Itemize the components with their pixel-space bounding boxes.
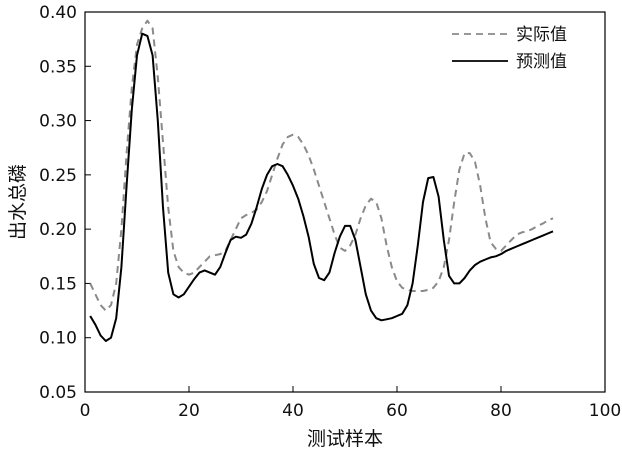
y-tick-label: 0.40 (39, 3, 77, 23)
y-tick-label: 0.25 (39, 166, 77, 186)
x-tick-label: 40 (282, 401, 304, 421)
legend-label-actual: 实际值 (516, 25, 567, 45)
x-tick-label: 0 (80, 401, 91, 421)
series-group (89, 19, 554, 342)
x-tick-label: 60 (386, 401, 408, 421)
x-axis-label: 测试样本 (307, 428, 383, 450)
x-tick-label: 20 (178, 401, 200, 421)
series-line-actual (89, 19, 554, 312)
y-tick-label: 0.35 (39, 57, 77, 77)
y-tick-label: 0.30 (39, 112, 77, 132)
x-tick-label: 100 (589, 401, 621, 421)
x-axis: 0 20 40 60 80 100 (80, 386, 621, 421)
plot-frame (84, 11, 606, 393)
y-tick-label: 0.20 (39, 220, 77, 240)
x-tick-label: 80 (490, 401, 512, 421)
y-axis-label: 出水总磷 (7, 164, 29, 240)
series-line-predicted (89, 32, 554, 342)
y-axis: 0.05 0.10 0.15 0.20 0.25 0.30 0.35 0.40 (39, 3, 91, 403)
legend: 实际值 预测值 (452, 25, 567, 72)
y-tick-label: 0.10 (39, 329, 77, 349)
y-tick-label: 0.15 (39, 274, 77, 294)
y-tick-label: 0.05 (39, 383, 77, 403)
legend-label-predicted: 预测值 (516, 52, 567, 72)
